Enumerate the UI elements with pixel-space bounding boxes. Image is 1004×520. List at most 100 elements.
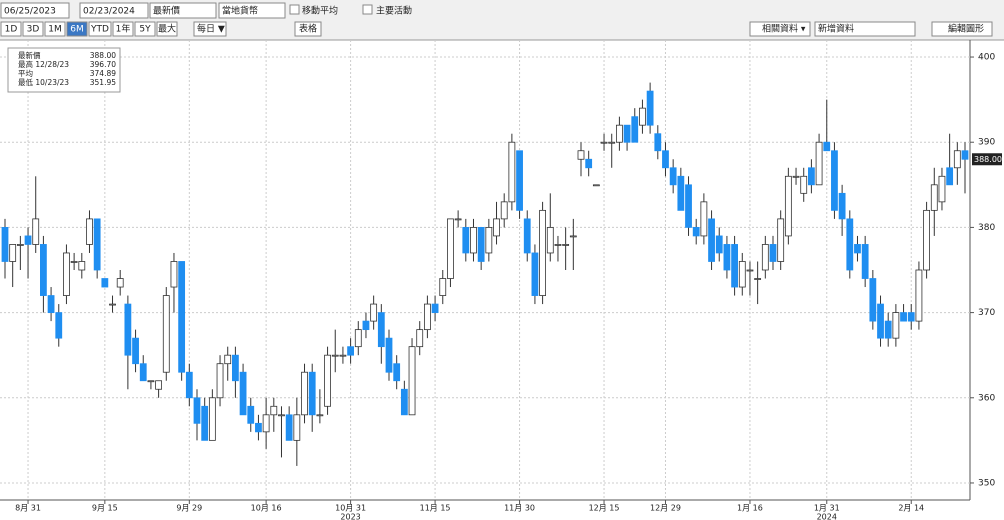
field[interactable]: 最新價 (153, 5, 180, 17)
candle-body (523, 218, 531, 254)
candle-body (93, 218, 101, 271)
table-button[interactable] (294, 21, 322, 37)
candle-body (884, 320, 892, 339)
candle-body (239, 371, 247, 416)
related[interactable]: 相關資料 ▾ (762, 23, 806, 35)
candle-body (162, 295, 170, 373)
legend-label: 最高 12/28/23 (18, 59, 69, 69)
x-tick-label: 12月 29 (650, 504, 681, 513)
period[interactable]: 每日 ▼ (197, 23, 225, 35)
candle-body (907, 312, 915, 322)
range-label[interactable]: 1M (48, 25, 62, 35)
currency-box[interactable] (218, 2, 286, 19)
candle-body (961, 150, 969, 160)
candle-body (47, 295, 55, 313)
x-tick-label: 10月 16 (251, 504, 282, 513)
candle-body (493, 218, 500, 237)
candle-body (500, 201, 508, 220)
candle-body (270, 405, 278, 416)
range-button[interactable] (112, 21, 134, 37)
candle-body (900, 312, 907, 322)
end-date[interactable]: 02/23/2024 (83, 7, 135, 17)
checkbox[interactable] (362, 4, 373, 15)
x-tick-label: 11月 30 (504, 504, 535, 513)
x-tick-label: 8月 31 (15, 504, 41, 513)
range-label[interactable]: 3D (27, 25, 40, 35)
y-tick-label: 400 (978, 53, 995, 63)
candle-body (800, 175, 808, 194)
range-button[interactable] (66, 21, 88, 37)
legend-value: 396.70 (90, 60, 116, 69)
edit[interactable]: 編輯圖形 (948, 23, 984, 35)
candle-body (669, 167, 677, 186)
range-button[interactable] (134, 21, 156, 37)
start-date-box[interactable] (0, 2, 70, 19)
add-box[interactable] (814, 21, 916, 37)
range-label[interactable]: 5Y (139, 25, 151, 35)
candle-body (416, 329, 424, 348)
candle-body (769, 244, 777, 262)
candle-body (477, 227, 485, 262)
candle-body (201, 405, 209, 441)
candle-body (546, 227, 554, 254)
candle-body (654, 133, 662, 152)
candle-body (731, 244, 738, 288)
range-button[interactable] (22, 21, 44, 37)
candle-body (869, 278, 877, 322)
range-button[interactable] (0, 21, 22, 37)
candle-body (746, 269, 754, 272)
candle-body (823, 141, 831, 152)
range-label[interactable]: 1D (5, 25, 18, 35)
range-label[interactable]: 最大 (158, 23, 176, 35)
range-label[interactable]: YTD (90, 25, 109, 35)
moving-avg[interactable]: 移動平均 (302, 5, 338, 17)
x-tick-label: 9月 29 (176, 504, 202, 513)
candle-body (685, 184, 692, 228)
add[interactable]: 新增資料 (818, 23, 854, 35)
candle-body (1, 227, 9, 262)
candle-body (585, 158, 593, 169)
grid: 350 360 370 380 390 400 8月 31 9月 15 9月 29 10月 16 1… (0, 40, 995, 520)
candle-body (347, 346, 355, 356)
range-label[interactable]: 6M (70, 25, 84, 35)
last-price-tag (972, 153, 1002, 166)
range-button[interactable] (44, 21, 66, 37)
legend-label: 最新價 (18, 50, 41, 60)
legend-value: 388.00 (90, 51, 116, 60)
year-label: 2024 (817, 513, 837, 520)
candle-body (792, 175, 800, 178)
candle-body (516, 150, 523, 211)
range-button[interactable] (156, 21, 178, 37)
table[interactable]: 表格 (299, 23, 317, 35)
y-tick-label: 390 (978, 138, 995, 148)
candle-body (454, 218, 462, 221)
candle-body (216, 363, 224, 399)
currency[interactable]: 當地貨幣 (222, 5, 258, 17)
candle-body (938, 175, 946, 203)
range-button[interactable] (88, 21, 112, 37)
candle-body (308, 371, 316, 416)
candle-body (293, 414, 301, 441)
related-button[interactable] (749, 21, 811, 37)
candle-body (439, 278, 447, 296)
checkbox[interactable] (289, 4, 300, 15)
legend-value: 351.95 (90, 78, 116, 87)
edit-button[interactable] (931, 21, 993, 37)
year-label: 2023 (340, 513, 360, 520)
period-box[interactable] (193, 21, 227, 37)
start-date[interactable]: 06/25/2023 (4, 7, 56, 17)
candle-body (662, 150, 669, 169)
candle-body (923, 209, 930, 271)
candle-body (846, 218, 854, 271)
candle-body (946, 167, 954, 186)
candle-body (393, 363, 401, 382)
range-buttons: 1D 3D 1M 6M YTD 1年 5Y 最大 (0, 21, 178, 37)
events[interactable]: 主要活動 (376, 5, 412, 17)
end-date-box[interactable] (79, 2, 149, 19)
candle-body (316, 414, 324, 417)
candle-body (16, 244, 24, 246)
candle-body (462, 227, 470, 254)
range-label[interactable]: 1年 (116, 23, 131, 35)
field-box[interactable] (149, 2, 217, 19)
